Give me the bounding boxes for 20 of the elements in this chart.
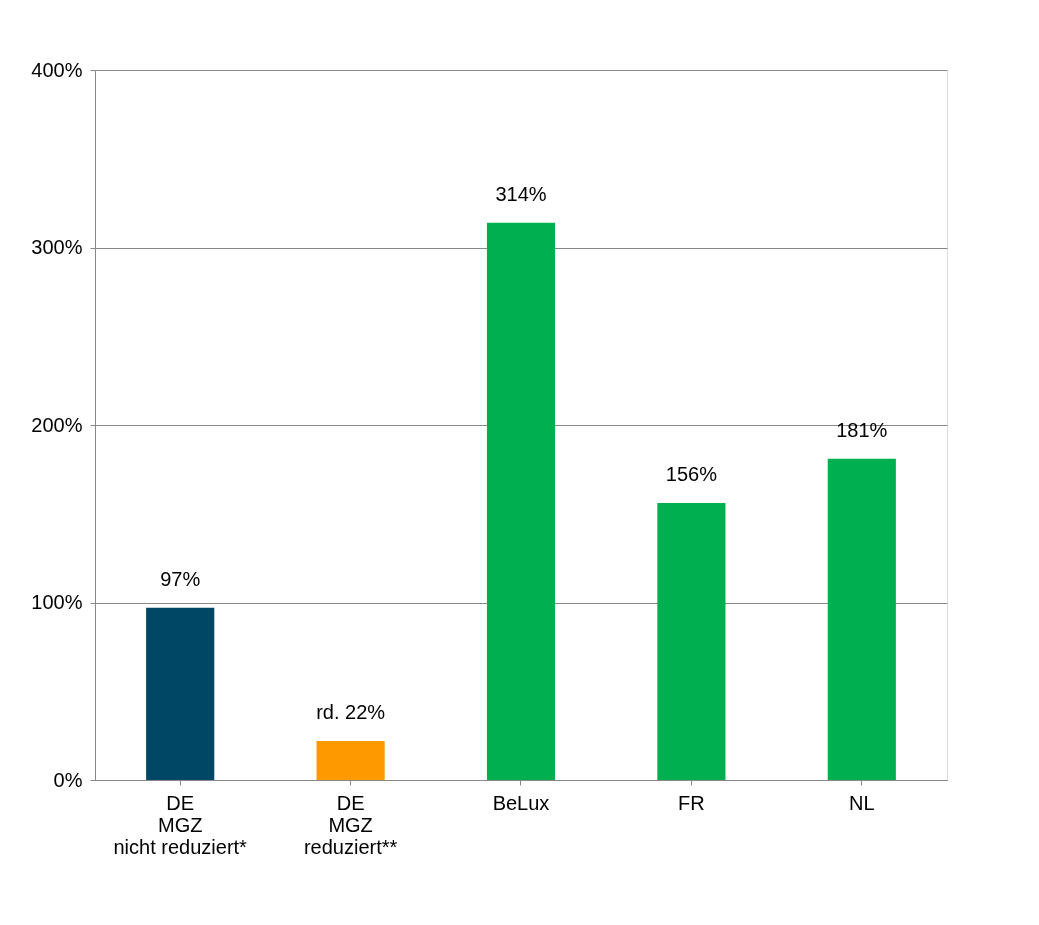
bar	[827, 458, 896, 780]
data-label: 314%	[495, 182, 547, 205]
data-label: 156%	[665, 463, 718, 486]
x-tick-label: NL	[849, 791, 875, 814]
bar	[316, 740, 385, 780]
x-tick-label: FR	[678, 791, 705, 814]
x-tick-label: DE MGZ nicht reduziert*	[113, 791, 248, 858]
bar	[146, 607, 215, 780]
x-tick-label: BeLux	[492, 791, 550, 814]
y-tick-label: 300%	[31, 236, 83, 258]
data-label: 181%	[836, 418, 888, 441]
bar	[657, 503, 726, 780]
y-tick-label: 100%	[31, 591, 83, 613]
y-tick-label: 200%	[31, 413, 83, 436]
data-label: 97%	[160, 567, 201, 590]
x-tick-label: DE MGZ reduziert**	[303, 791, 398, 858]
bar	[486, 222, 556, 780]
y-tick-label: 0%	[53, 768, 83, 791]
data-label: rd. 22%	[316, 700, 386, 723]
y-tick-label: 400%	[31, 58, 83, 81]
